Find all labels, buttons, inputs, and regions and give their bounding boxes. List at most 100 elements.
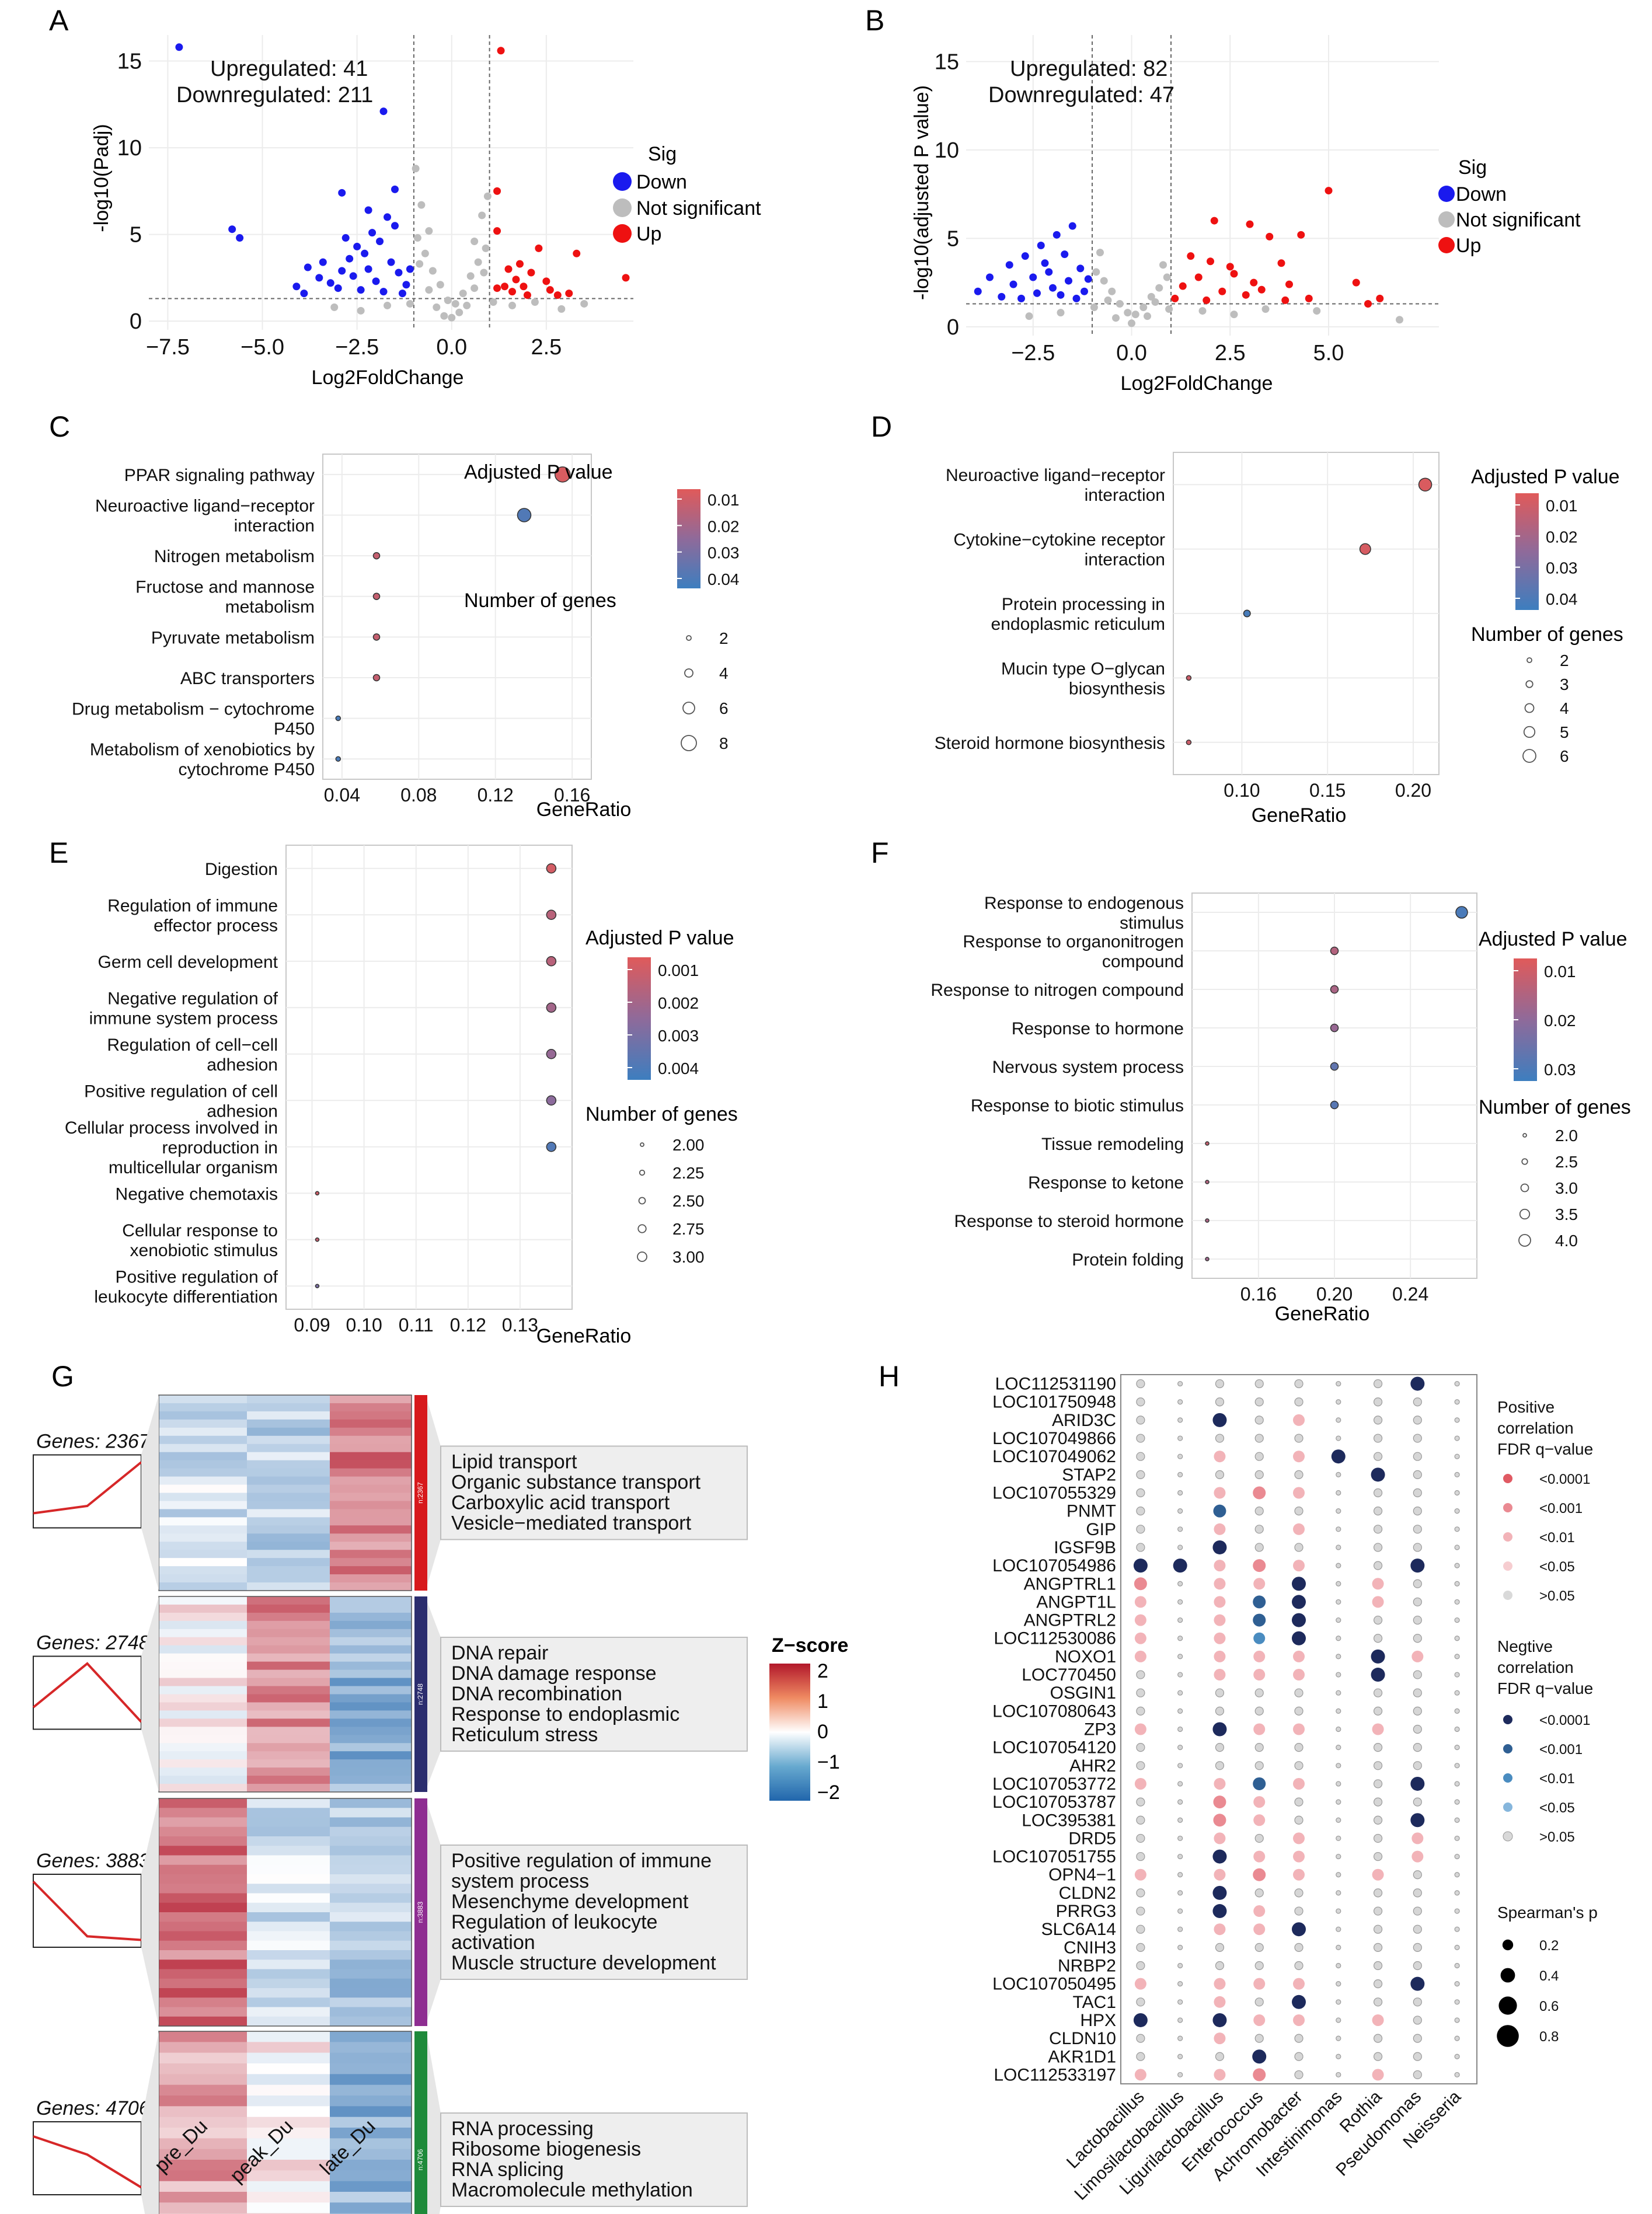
point-not-significant [436,281,444,289]
term-label: interaction [1085,550,1165,570]
heatmap-cell [330,1940,412,1951]
heatmap-cell [330,1574,412,1583]
correlation-dot [1294,1961,1304,1971]
correlation-dot [1136,2052,1145,2061]
heatmap-cell [159,1533,248,1542]
point-down [334,284,342,292]
enriched-term: Positive regulation of immune [451,1850,712,1872]
heatmap-cell [247,2106,330,2118]
correlation-dot [1214,2069,1226,2081]
point-down [1017,294,1025,302]
correlation-dot [1212,1904,1227,1919]
correlation-dot [1293,1560,1305,1572]
term-dot [372,674,381,682]
point-not-significant [1104,296,1112,304]
term-box [440,1845,748,1980]
x-tick-label: 0.08 [400,785,437,806]
heatmap-cell [247,2192,330,2203]
heatmap-cell [247,1808,330,1818]
enrich-e-color-legend: 0.001 0.002 0.003 0.004 [628,957,699,1080]
correlation-dot [1336,1817,1341,1823]
point-up [504,265,513,273]
enriched-term: activation [451,1931,535,1954]
correlation-dot [1413,2052,1422,2061]
heatmap-cell [247,1988,330,1998]
heatmap-cell [247,1566,330,1575]
heatmap-cell [330,1978,412,1989]
correlation-dot [1336,1526,1341,1532]
point-not-significant [451,299,459,308]
size-legend-dot [1524,703,1535,713]
correlation-dot [1454,1526,1460,1532]
correlation-dot [1177,1599,1183,1605]
correlation-dot [1136,1761,1145,1770]
point-not-significant [1396,316,1403,324]
point-not-significant [1131,311,1139,319]
heatmap-cell [247,1612,330,1622]
heatmap-cell [330,1596,412,1605]
heatmap-cell [159,1653,248,1662]
correlation-dot [1413,1906,1422,1916]
enrich-f-color-legend: 0.01 0.02 0.03 [1514,958,1576,1081]
size-legend-label: 0.2 [1539,1938,1559,1954]
correlation-dot [1177,1417,1183,1423]
correlation-dot [1214,1777,1226,1790]
correlation-dot [1373,1379,1383,1389]
size-legend-dot [1521,1158,1528,1165]
heatmap-cell [159,1678,248,1687]
pos-legend-dot [1503,1474,1512,1483]
gene-label: OPN4−1 [1048,1866,1116,1885]
size-legend-label: 4 [1560,699,1569,717]
gene-label: LOC107055329 [992,1484,1116,1503]
correlation-dot [1294,2070,1304,2080]
heatmap-cell [159,1604,248,1613]
correlation-dot [1214,1451,1226,1463]
volcano-a-up-count: Upregulated: 41 [210,57,368,81]
point-not-significant [455,308,463,316]
correlation-dot [1454,1472,1460,1477]
point-not-significant [478,211,486,219]
heatmap-cell [159,2031,248,2042]
correlation-dot [1413,2070,1422,2080]
correlation-dot [1454,1490,1460,1496]
size-legend-label: 2.00 [672,1136,705,1154]
heatmap-cell [247,1710,330,1719]
heatmap-cell [247,1940,330,1951]
gene-label: LOC101750948 [992,1393,1116,1412]
point-down [1005,261,1013,269]
heatmap-cell [247,1411,330,1420]
heatmap-cell [159,1645,248,1654]
correlation-dot [1413,1397,1422,1407]
term-label: Metabolism of xenobiotics by [90,740,315,759]
point-up [1281,296,1289,304]
correlation-dot [1413,1452,1422,1461]
size-legend-dot [638,1197,646,1205]
point-not-significant [1096,249,1104,257]
legend-dot-down [613,172,632,191]
volcano-b-legend-down: Down [1456,183,1507,205]
correlation-dot [1413,1761,1422,1770]
correlation-dot [1292,1613,1306,1627]
correlation-dot [1371,1649,1385,1664]
heatmap-cell [159,1435,248,1445]
heatmap-cell [330,1743,412,1752]
point-not-significant [1108,287,1116,295]
legend-dot-ns [1438,211,1455,228]
correlation-dot [1214,1996,1226,2008]
x-tick-label: 0.10 [346,1315,382,1336]
point-down [986,273,994,281]
heatmap-cell [159,1686,248,1695]
size-legend-label: 2.50 [672,1192,705,1210]
volcano-a-legend-ns: Not significant [636,197,761,219]
correlation-dot [1454,1781,1460,1787]
x-tick-label: −5.0 [241,335,284,360]
correlation-dot [1410,1558,1425,1573]
x-tick-label: 0.24 [1392,1284,1428,1305]
point-not-significant [480,269,488,277]
volcano-a-down-count: Downregulated: 211 [176,83,373,107]
size-legend-label: 0.6 [1539,1999,1559,2014]
correlation-dot [1454,1435,1460,1441]
enrich-d-size-legend: 2 3 4 5 6 [1522,651,1569,765]
size-legend-label: 5 [1560,723,1569,741]
correlation-dot [1454,1908,1460,1914]
